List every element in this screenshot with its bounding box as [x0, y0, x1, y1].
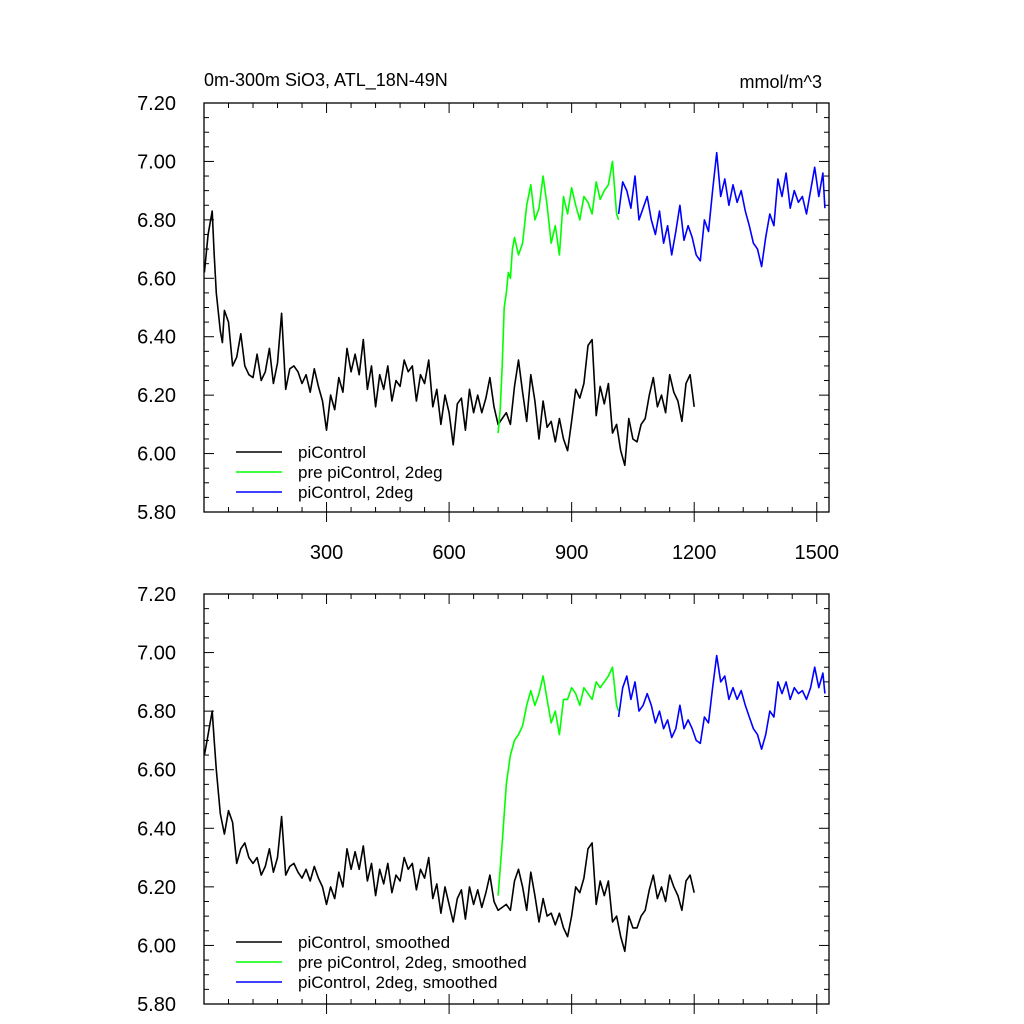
y-tick-label: 7.00	[137, 643, 176, 665]
legend-label: piControl	[298, 443, 366, 462]
series-line-3	[617, 654, 826, 751]
legend-label: pre piControl, 2deg	[298, 463, 443, 482]
units-label: mmol/m^3	[740, 72, 822, 92]
legend-label: pre piControl, 2deg, smoothed	[298, 953, 527, 972]
y-tick-label: 6.40	[137, 327, 176, 349]
y-tick-label: 7.00	[137, 151, 176, 173]
y-tick-label: 6.80	[137, 701, 176, 723]
x-tick-label: 1500	[794, 542, 839, 564]
y-tick-label: 6.60	[137, 268, 176, 290]
y-tick-label: 6.00	[137, 444, 176, 466]
y-tick-label: 6.40	[137, 818, 176, 840]
series-line-1	[203, 210, 695, 467]
y-tick-label: 6.20	[137, 385, 176, 407]
series-line-2	[497, 666, 620, 896]
chart-title: 0m-300m SiO3, ATL_18N-49N	[204, 70, 448, 91]
x-tick-label: 1200	[672, 542, 717, 564]
y-tick-label: 6.60	[137, 760, 176, 782]
legend-label: piControl, 2deg	[298, 483, 413, 502]
x-tick-label: 900	[555, 542, 588, 564]
y-tick-label: 6.20	[137, 877, 176, 899]
y-tick-label: 6.80	[137, 210, 176, 232]
series-line-2	[497, 160, 620, 434]
x-tick-label: 300	[310, 542, 343, 564]
series-line-3	[617, 151, 826, 268]
y-tick-label: 7.20	[137, 584, 176, 606]
chart-panel-2: 5.80 6.00 6.20 6.40 6.60 6.80 7.00 7.20 piContro…	[137, 584, 830, 1016]
y-tick-label: 5.80	[137, 502, 176, 524]
x-tick-label: 600	[432, 542, 465, 564]
y-tick-label: 7.20	[137, 93, 176, 115]
series-line-1	[203, 710, 695, 953]
y-tick-label: 6.00	[137, 935, 176, 957]
y-tick-label: 5.80	[137, 994, 176, 1016]
chart-panel-1: 5.80 6.00 6.20 6.40 6.60 6.80 7.00 7.20 300 600 90…	[137, 70, 839, 564]
legend-label: piControl, smoothed	[298, 933, 450, 952]
legend-label: piControl, 2deg, smoothed	[298, 973, 497, 992]
